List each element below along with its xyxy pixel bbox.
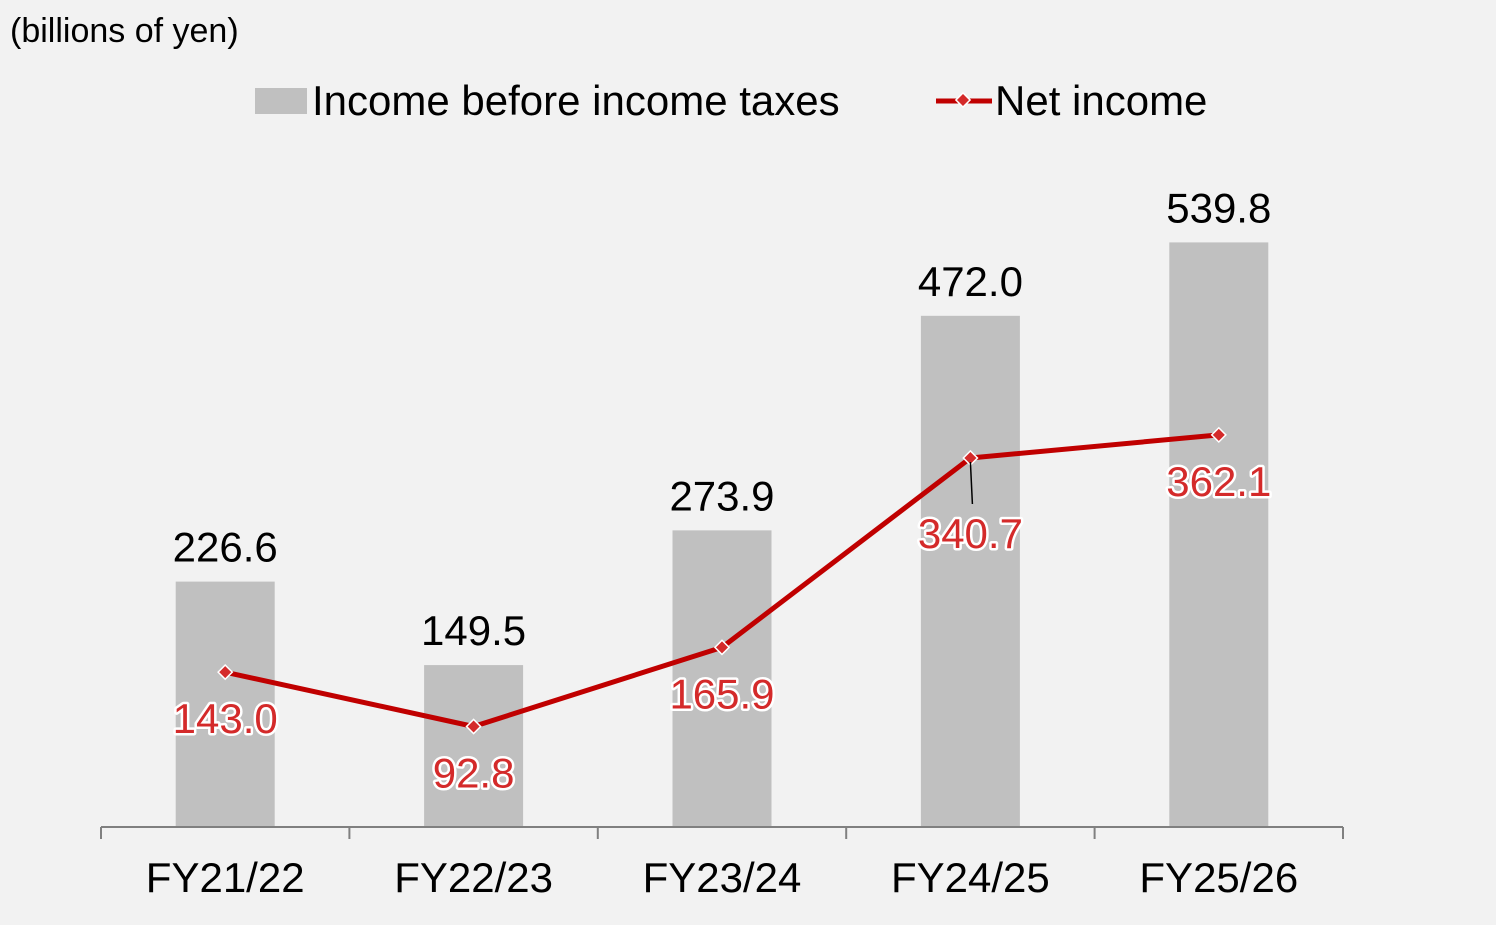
legend: Income before income taxes Net income <box>255 77 1207 124</box>
bar-fy25-26 <box>1169 242 1269 827</box>
net-income-marker <box>465 718 482 735</box>
unit-label: (billions of yen) <box>10 12 239 50</box>
bar-value-label: 539.8 <box>1166 184 1271 231</box>
x-tick-label: FY25/26 <box>1139 854 1298 901</box>
bar-fy22-23 <box>424 665 524 827</box>
net-income-marker <box>962 449 979 467</box>
net-income-value-label: 143.0 <box>173 695 278 742</box>
net-income-marker <box>713 639 731 656</box>
bar-fy21-22 <box>175 581 275 827</box>
bar-fy24-25 <box>920 315 1020 827</box>
bar-fy23-24 <box>672 530 772 827</box>
legend-line-label: Net income <box>995 77 1207 124</box>
legend-line-marker <box>954 91 972 109</box>
x-tick-label: FY24/25 <box>891 854 1050 901</box>
x-tick-label: FY23/24 <box>643 854 802 901</box>
bar-value-label: 273.9 <box>669 472 774 519</box>
net-income-value-label: 165.9 <box>669 670 774 717</box>
x-tick-label: FY21/22 <box>146 854 305 901</box>
bar-value-label: 149.5 <box>421 607 526 654</box>
x-axis: FY21/22 FY22/23 FY23/24 FY24/25 FY25/26 <box>100 826 1344 901</box>
net-income-marker <box>217 663 234 681</box>
net-income-value-label: 340.7 <box>918 510 1023 557</box>
labels-group: 226.6 149.5 273.9 472.0 539.8 143.0 92.8 165.9 3… <box>170 184 1274 799</box>
net-income-value-label: 92.8 <box>433 749 515 796</box>
net-income-marker <box>1210 426 1227 443</box>
net-income-line-group <box>217 426 1227 735</box>
legend-bar-swatch <box>255 88 307 114</box>
x-tick-label: FY22/23 <box>394 854 553 901</box>
leader-line <box>969 461 974 505</box>
net-income-value-label: 362.1 <box>1166 458 1271 505</box>
bar-value-label: 226.6 <box>173 524 278 571</box>
bars-group <box>175 242 1269 827</box>
legend-bar-label: Income before income taxes <box>312 77 840 124</box>
bar-value-label: 472.0 <box>918 258 1023 305</box>
